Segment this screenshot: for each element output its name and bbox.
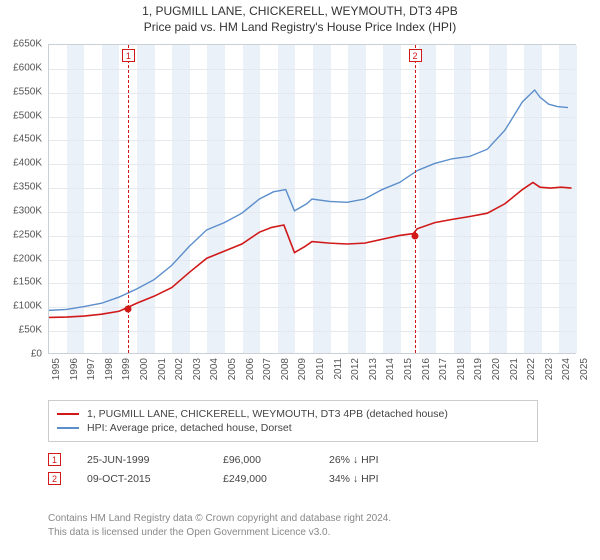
sales-table: 1 25-JUN-1999 £96,000 26% ↓ HPI 2 09-OCT-2015…: [48, 450, 439, 488]
chart-container: 1, PUGMILL LANE, CHICKERELL, WEYMOUTH, D…: [0, 0, 600, 560]
sale-marker: 2: [48, 472, 61, 485]
x-axis-label: 2011: [333, 358, 344, 380]
x-axis-label: 2010: [315, 358, 326, 380]
event-marker: 2: [409, 49, 422, 62]
legend-swatch: [57, 427, 79, 429]
legend-label: HPI: Average price, detached house, Dors…: [87, 422, 292, 434]
x-axis-label: 1995: [51, 358, 62, 380]
x-axis-label: 2004: [209, 358, 220, 380]
x-axis-label: 1997: [86, 358, 97, 380]
y-axis-label: £250K: [0, 229, 42, 240]
x-axis-label: 2001: [157, 358, 168, 380]
event-marker: 1: [122, 49, 135, 62]
y-axis-label: £350K: [0, 182, 42, 193]
x-axis-label: 2018: [456, 358, 467, 380]
sale-vs-hpi: 26% ↓ HPI: [329, 454, 439, 466]
x-axis-label: 2006: [245, 358, 256, 380]
x-axis-label: 2000: [139, 358, 150, 380]
x-axis-label: 2017: [438, 358, 449, 380]
y-axis-label: £300K: [0, 205, 42, 216]
x-axis-label: 2021: [509, 358, 520, 380]
sale-price: £96,000: [223, 454, 303, 466]
event-vline: [415, 45, 416, 353]
x-axis-label: 1998: [104, 358, 115, 380]
sale-row: 2 09-OCT-2015 £249,000 34% ↓ HPI: [48, 469, 439, 488]
x-axis-label: 2008: [280, 358, 291, 380]
chart-title: 1, PUGMILL LANE, CHICKERELL, WEYMOUTH, D…: [0, 0, 600, 18]
x-axis-label: 2024: [561, 358, 572, 380]
y-axis-label: £400K: [0, 158, 42, 169]
x-axis-label: 2014: [385, 358, 396, 380]
y-axis-label: £200K: [0, 253, 42, 264]
x-axis-label: 2019: [473, 358, 484, 380]
x-axis-label: 2023: [544, 358, 555, 380]
legend-item: HPI: Average price, detached house, Dors…: [57, 421, 529, 435]
y-axis-label: £600K: [0, 62, 42, 73]
chart-subtitle: Price paid vs. HM Land Registry's House …: [0, 18, 600, 36]
series-line: [49, 90, 568, 310]
x-axis-label: 2007: [262, 358, 273, 380]
legend-box: 1, PUGMILL LANE, CHICKERELL, WEYMOUTH, D…: [48, 400, 538, 442]
legend-item: 1, PUGMILL LANE, CHICKERELL, WEYMOUTH, D…: [57, 407, 529, 421]
y-axis-label: £150K: [0, 277, 42, 288]
sale-vs-hpi: 34% ↓ HPI: [329, 473, 439, 485]
y-axis-label: £500K: [0, 110, 42, 121]
y-axis-label: £0: [0, 349, 42, 360]
chart-area: 12 £0£50K£100K£150K£200K£250K£300K£350K£…: [48, 44, 576, 384]
y-axis-label: £100K: [0, 301, 42, 312]
x-axis-label: 2005: [227, 358, 238, 380]
y-axis-label: £50K: [0, 325, 42, 336]
x-axis-label: 2012: [350, 358, 361, 380]
x-axis-label: 2025: [579, 358, 590, 380]
sale-date: 25-JUN-1999: [87, 454, 197, 466]
event-point: [411, 233, 418, 240]
y-axis-label: £550K: [0, 86, 42, 97]
x-axis-label: 2022: [526, 358, 537, 380]
footer-line-2: This data is licensed under the Open Gov…: [48, 526, 580, 540]
sale-marker: 1: [48, 453, 61, 466]
x-axis-label: 2002: [174, 358, 185, 380]
sale-date: 09-OCT-2015: [87, 473, 197, 485]
x-axis-label: 1999: [121, 358, 132, 380]
x-axis-label: 2016: [421, 358, 432, 380]
legend-label: 1, PUGMILL LANE, CHICKERELL, WEYMOUTH, D…: [87, 408, 448, 420]
event-point: [124, 306, 131, 313]
x-axis-label: 2020: [491, 358, 502, 380]
x-axis-label: 2013: [368, 358, 379, 380]
plot-region: 12: [48, 44, 576, 354]
legend-swatch: [57, 413, 79, 415]
x-axis-label: 2009: [297, 358, 308, 380]
footer-line-1: Contains HM Land Registry data © Crown c…: [48, 512, 580, 526]
y-axis-label: £450K: [0, 134, 42, 145]
footer-attribution: Contains HM Land Registry data © Crown c…: [48, 512, 580, 539]
x-axis-label: 2003: [192, 358, 203, 380]
sale-price: £249,000: [223, 473, 303, 485]
y-axis-label: £650K: [0, 39, 42, 50]
sale-row: 1 25-JUN-1999 £96,000 26% ↓ HPI: [48, 450, 439, 469]
x-axis-label: 1996: [69, 358, 80, 380]
x-axis-label: 2015: [403, 358, 414, 380]
